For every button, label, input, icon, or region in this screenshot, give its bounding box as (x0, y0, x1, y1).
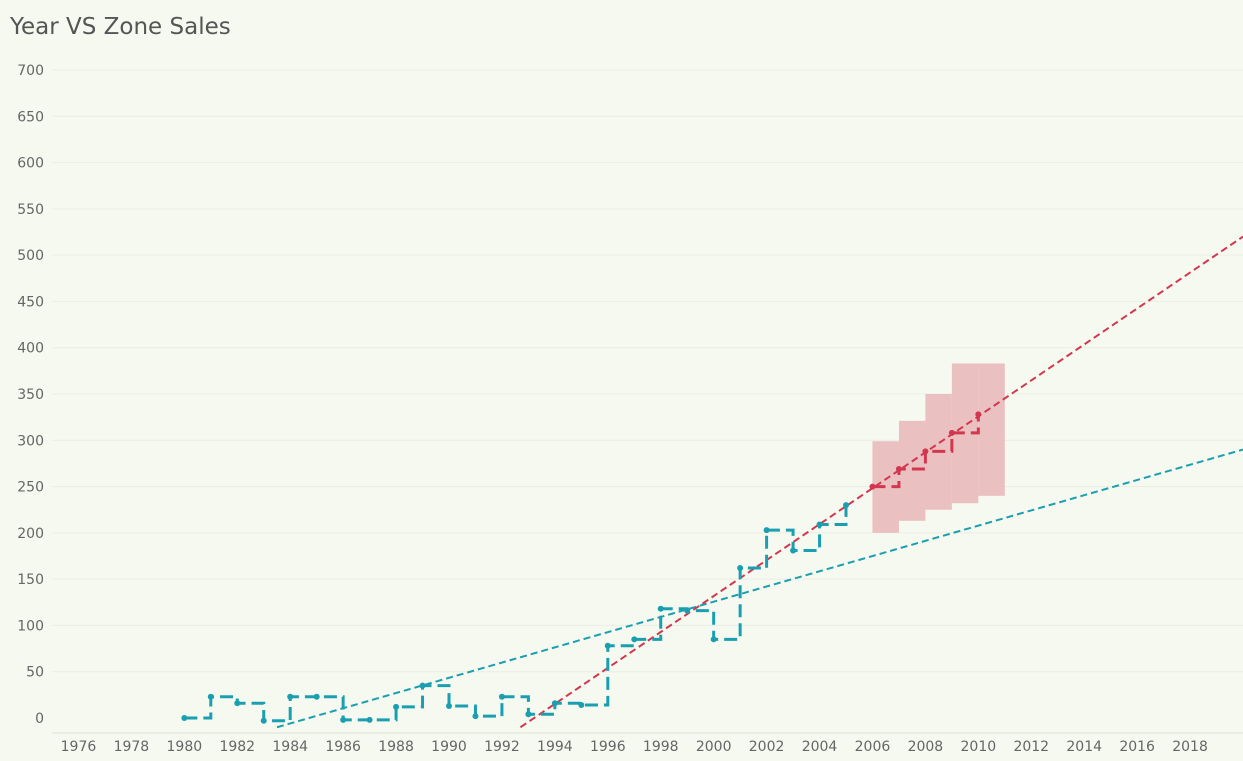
trend-lines (276, 235, 1243, 729)
data-point-forecast (869, 483, 876, 490)
y-tick-label: 300 (17, 433, 44, 449)
x-tick-label: 1990 (431, 739, 467, 755)
y-tick-label: 650 (17, 109, 44, 125)
data-point-actual (737, 565, 744, 572)
data-point-actual (843, 502, 849, 509)
data-point-actual (710, 636, 717, 643)
data-point-actual (472, 713, 479, 720)
data-point-actual (446, 702, 452, 709)
x-tick-label: 2004 (802, 739, 838, 755)
data-point-actual (816, 521, 823, 528)
forecast-band-segment (898, 420, 926, 521)
data-point-actual (207, 693, 214, 700)
data-point-actual (393, 703, 400, 710)
x-tick-label: 1992 (484, 739, 520, 755)
data-point-actual (313, 693, 320, 700)
x-tick-label: 2012 (1013, 739, 1049, 755)
data-point-actual (234, 700, 241, 707)
x-tick-label: 1996 (590, 739, 626, 755)
y-tick-label: 700 (17, 63, 44, 79)
forecast-band-segment (978, 363, 1005, 496)
gridlines (52, 69, 1243, 734)
data-point-actual (631, 636, 638, 643)
y-tick-label: 0 (35, 711, 44, 727)
data-point-actual (790, 547, 797, 554)
y-tick-label: 50 (26, 665, 44, 681)
y-tick-label: 200 (17, 526, 44, 542)
x-tick-label: 1986 (325, 739, 361, 755)
data-point-actual (763, 527, 770, 534)
x-tick-label: 2006 (855, 739, 891, 755)
data-point-actual (498, 693, 505, 700)
series-line-actual (184, 505, 848, 723)
x-tick-label: 1978 (114, 739, 150, 755)
forecast-band (872, 363, 1005, 533)
y-axis-ticks: 0 50 100 150 200 250 300 350 400 450 500 550 600 650 7… (17, 63, 44, 727)
data-point-forecast (922, 448, 929, 455)
x-tick-label: 1998 (643, 739, 679, 755)
data-point-actual (525, 711, 532, 718)
x-tick-label: 1984 (272, 739, 308, 755)
x-tick-label: 1994 (537, 739, 573, 755)
x-tick-label: 2018 (1172, 739, 1208, 755)
series-lines (184, 414, 980, 723)
data-point-actual (366, 716, 373, 723)
y-tick-label: 250 (17, 480, 44, 496)
data-point-actual (260, 717, 267, 724)
series-points (181, 411, 982, 724)
x-tick-label: 1980 (167, 739, 203, 755)
data-point-actual (340, 716, 347, 723)
x-tick-label: 1988 (378, 739, 414, 755)
data-point-actual (604, 642, 611, 649)
x-tick-label: 2010 (961, 739, 997, 755)
y-tick-label: 100 (17, 618, 44, 634)
y-tick-label: 500 (17, 248, 44, 264)
y-tick-label: 350 (17, 387, 44, 403)
data-point-actual (684, 607, 691, 614)
data-point-forecast (975, 411, 982, 418)
x-tick-label: 2008 (908, 739, 944, 755)
chart-title: Year VS Zone Sales (10, 14, 231, 40)
y-tick-label: 600 (17, 156, 44, 172)
data-point-forecast (948, 429, 955, 436)
x-tick-label: 2000 (696, 739, 732, 755)
x-tick-label: 1976 (61, 739, 97, 755)
x-tick-label: 1982 (219, 739, 255, 755)
trend-line-forecast (519, 235, 1243, 729)
y-tick-label: 550 (17, 202, 44, 218)
data-point-actual (551, 700, 558, 707)
data-point-actual (181, 715, 188, 721)
data-point-forecast (895, 465, 902, 472)
x-tick-label: 2014 (1066, 739, 1102, 755)
data-point-actual (578, 702, 585, 709)
y-tick-label: 400 (17, 341, 44, 357)
data-point-actual (419, 682, 426, 689)
x-tick-label: 2002 (749, 739, 785, 755)
data-point-actual (657, 605, 664, 612)
y-tick-label: 150 (17, 572, 44, 588)
x-tick-label: 2016 (1119, 739, 1155, 755)
x-axis-ticks: 1976 1978 1980 1982 1984 1986 1988 1990 1992 1994… (61, 739, 1208, 755)
y-tick-label: 450 (17, 294, 44, 310)
trend-line-actual (276, 448, 1243, 729)
data-point-actual (287, 693, 294, 700)
